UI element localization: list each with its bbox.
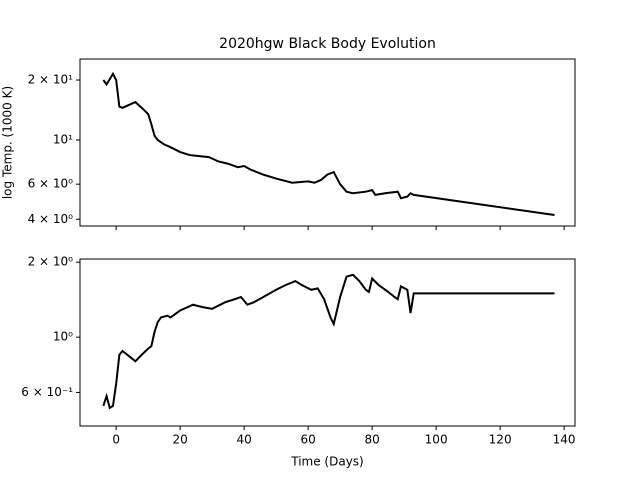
x-tick-label: 80 bbox=[364, 433, 379, 447]
x-tick-label: 100 bbox=[425, 433, 448, 447]
x-tick-label: 20 bbox=[173, 433, 188, 447]
plot-frame bbox=[79, 58, 576, 227]
x-tick-label: 60 bbox=[301, 433, 316, 447]
plot-frame bbox=[79, 258, 576, 427]
y-tick-label: 2 × 10⁰ bbox=[28, 255, 74, 269]
x-tick-label: 0 bbox=[112, 433, 120, 447]
y-tick-label: 4 × 10⁰ bbox=[28, 212, 74, 226]
x-tick-label: 120 bbox=[489, 433, 512, 447]
data-line bbox=[102, 71, 555, 217]
x-axis-label: Time (Days) bbox=[290, 455, 364, 469]
data-line bbox=[102, 273, 555, 410]
y-tick-label: 2 × 10¹ bbox=[28, 73, 74, 87]
chart-title: 2020hgw Black Body Evolution bbox=[219, 36, 436, 52]
y-tick-label: 6 × 10⁰ bbox=[28, 177, 74, 191]
x-tick-label: 40 bbox=[237, 433, 252, 447]
x-tick-label: 140 bbox=[553, 433, 576, 447]
y-tick-label: 6 × 10⁻¹ bbox=[21, 385, 73, 399]
y-tick-label: 10⁰ bbox=[53, 330, 73, 344]
y-tick-label: 10¹ bbox=[53, 132, 73, 146]
y-axis-label: log Temp. (1000 K) bbox=[1, 86, 15, 199]
